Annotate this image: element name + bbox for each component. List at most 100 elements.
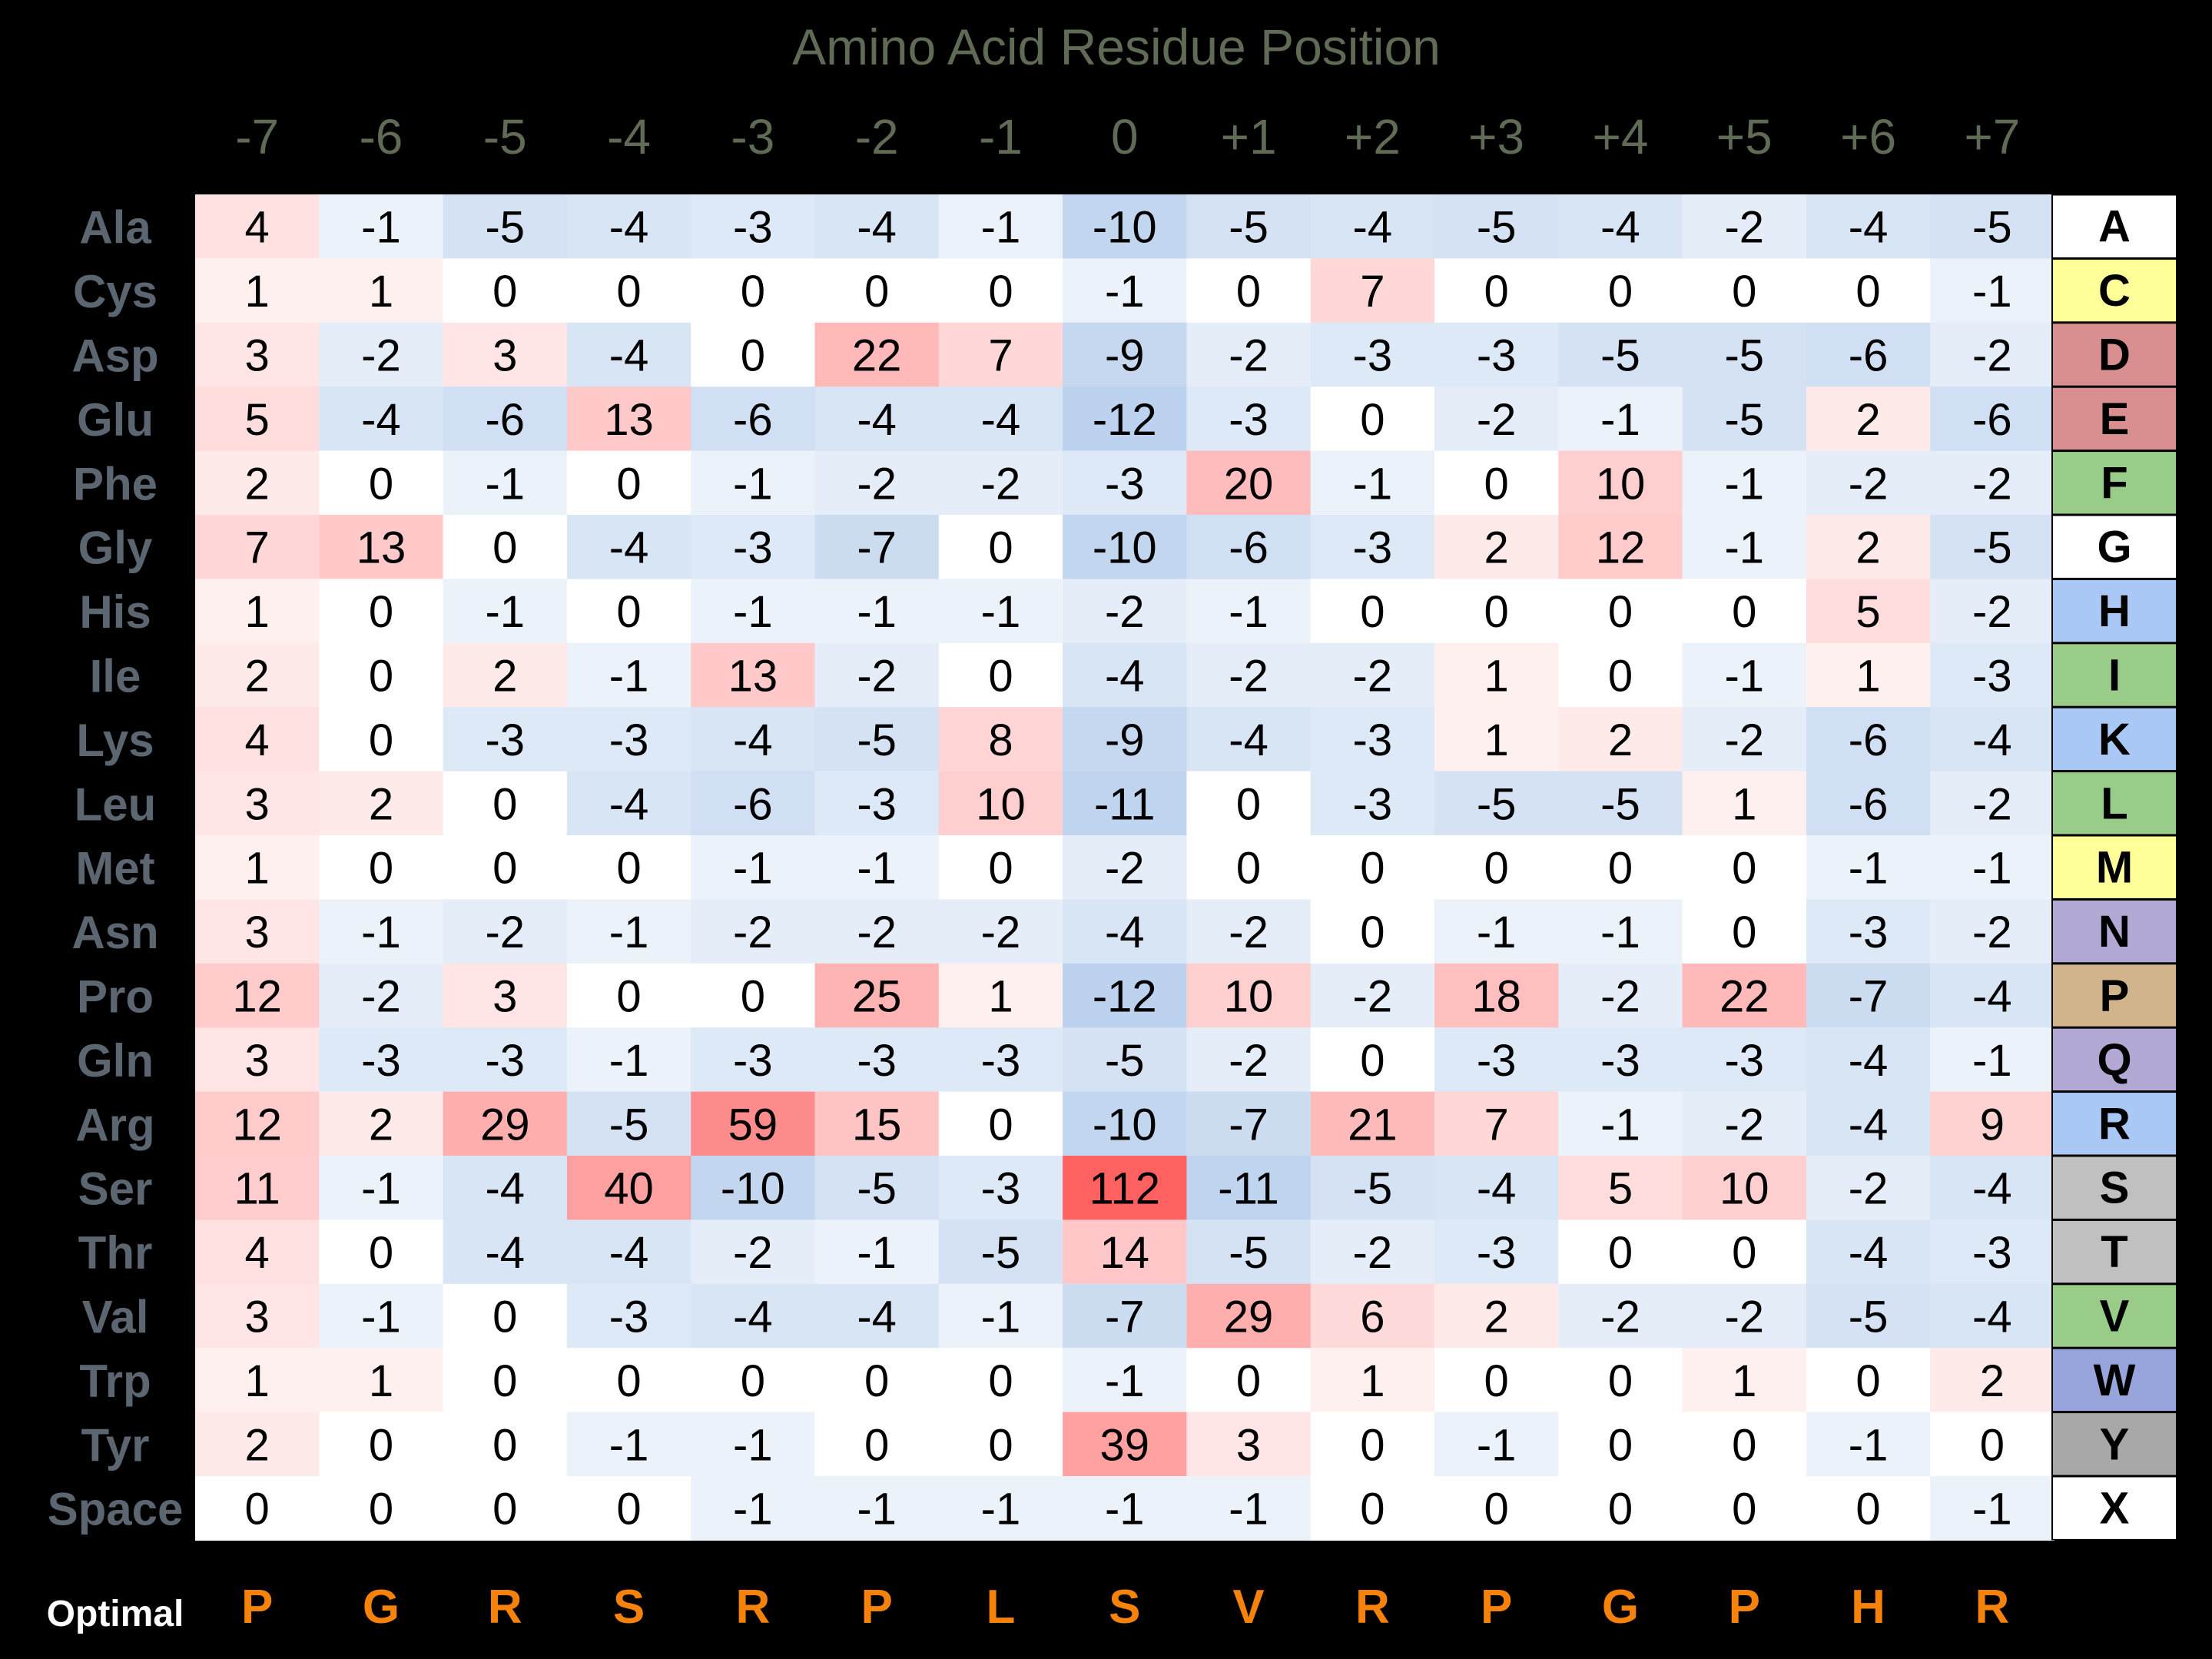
cell-value: 0: [616, 267, 641, 317]
letter-cell: [2053, 516, 2176, 578]
heatmap-cell: [443, 1156, 568, 1220]
cell-value: 2: [1608, 715, 1633, 765]
cell-value: -5: [1477, 203, 1517, 253]
heatmap-cell: [1930, 1412, 2055, 1477]
cell-value: 7: [245, 523, 270, 573]
heatmap-cell: [1310, 1283, 1435, 1349]
cell-value: 8: [988, 715, 1013, 765]
cell-value: 0: [1360, 907, 1385, 957]
cell-value: -1: [1972, 844, 2012, 894]
cell-value: -11: [1094, 779, 1156, 829]
heatmap-cell: [566, 258, 691, 324]
cell-value: -1: [361, 1292, 401, 1342]
cell-value: 0: [245, 1485, 270, 1535]
heatmap-cell: [1558, 1348, 1683, 1413]
heatmap-cell: [195, 1283, 320, 1349]
heatmap-cell: [443, 1027, 568, 1093]
optimal-residue: S: [613, 1581, 645, 1634]
heatmap-cell: [1682, 1348, 1807, 1413]
heatmap-cell: [1434, 1283, 1559, 1349]
heatmap-cell: [938, 1412, 1063, 1477]
cell-value: 0: [1608, 1228, 1633, 1278]
residue-label: Asn: [71, 907, 158, 958]
residue-label: His: [79, 586, 151, 638]
cell-value: 0: [369, 459, 393, 509]
residue-label: Pro: [77, 971, 154, 1023]
residue-label: Gln: [77, 1035, 154, 1087]
heatmap-cell: [195, 1219, 320, 1285]
cell-value: -2: [1229, 907, 1269, 957]
heatmap-cell: [814, 1156, 940, 1220]
heatmap-cell: [1682, 1412, 1807, 1477]
optimal-residue: H: [1851, 1581, 1885, 1634]
cell-value: 0: [1732, 267, 1756, 317]
cell-value: -1: [857, 1485, 897, 1535]
cell-value: -4: [609, 331, 649, 381]
cell-value: -5: [1972, 523, 2012, 573]
letter-label: P: [2100, 971, 2130, 1021]
heatmap-cell: [1682, 322, 1807, 387]
cell-value: -6: [1849, 331, 1889, 381]
cell-value: -4: [733, 715, 773, 765]
letter-cell: [2053, 1156, 2176, 1219]
heatmap-cell: [319, 963, 444, 1028]
cell-value: 1: [1855, 652, 1880, 702]
cell-value: 2: [245, 1420, 270, 1470]
cell-value: -3: [981, 1036, 1021, 1086]
cell-value: -3: [1972, 1228, 2012, 1278]
letter-cell: [2053, 708, 2176, 771]
heatmap-cell: [938, 515, 1063, 579]
cell-value: 112: [1089, 1164, 1160, 1214]
heatmap-cell: [1063, 1027, 1187, 1093]
optimal-label: Optimal: [47, 1594, 184, 1634]
cell-value: -5: [1229, 203, 1269, 253]
heatmap-cell: [691, 1027, 816, 1093]
cell-value: 1: [1484, 715, 1509, 765]
heatmap-cell: [1186, 771, 1312, 836]
cell-value: -4: [1849, 1228, 1889, 1278]
cell-value: 11: [234, 1164, 280, 1214]
heatmap-cell: [1806, 258, 1931, 324]
cell-value: 0: [1608, 267, 1633, 317]
residue-label: Ala: [79, 202, 151, 254]
cell-value: 1: [1360, 1356, 1385, 1406]
cell-value: 0: [1608, 587, 1633, 637]
cell-value: 0: [616, 1485, 641, 1535]
cell-value: -1: [609, 1420, 649, 1470]
heatmap-cell: [1930, 1348, 2055, 1413]
heatmap-cell: [443, 1476, 568, 1541]
heatmap-cell: [938, 387, 1063, 452]
cell-value: 10: [1720, 1164, 1769, 1214]
cell-value: 0: [741, 1356, 765, 1406]
heatmap-cell: [319, 1283, 444, 1349]
heatmap-cell: [691, 1283, 816, 1349]
cell-value: -3: [1105, 459, 1145, 509]
heatmap-cell: [1558, 771, 1683, 836]
cell-value: -4: [1229, 715, 1269, 765]
heatmap-cell: [1930, 579, 2055, 644]
letter-cell: [2053, 195, 2176, 257]
heatmap-cell: [195, 707, 320, 772]
cell-value: 0: [988, 523, 1013, 573]
heatmap-cell: [1186, 1219, 1312, 1285]
cell-value: 0: [492, 1420, 517, 1470]
heatmap-cell: [1806, 963, 1931, 1028]
cell-value: -4: [733, 1292, 773, 1342]
heatmap-cell: [566, 450, 691, 516]
heatmap-cell: [319, 322, 444, 387]
cell-value: 0: [1484, 1356, 1509, 1406]
cell-value: -1: [733, 1485, 773, 1535]
heatmap-cell: [443, 835, 568, 900]
cell-value: 0: [616, 459, 641, 509]
optimal-residue: P: [241, 1581, 273, 1634]
letter-cell: [2053, 452, 2176, 514]
heatmap-cell: [566, 322, 691, 387]
heatmap-cell: [195, 1476, 320, 1541]
cell-value: 0: [988, 1356, 1013, 1406]
cell-value: 0: [492, 1356, 517, 1406]
heatmap-cell: [1806, 1091, 1931, 1156]
optimal-residue: L: [987, 1581, 1016, 1634]
cell-value: -3: [485, 715, 525, 765]
heatmap-cell: [195, 322, 320, 387]
heatmap-cell: [1558, 1091, 1683, 1156]
